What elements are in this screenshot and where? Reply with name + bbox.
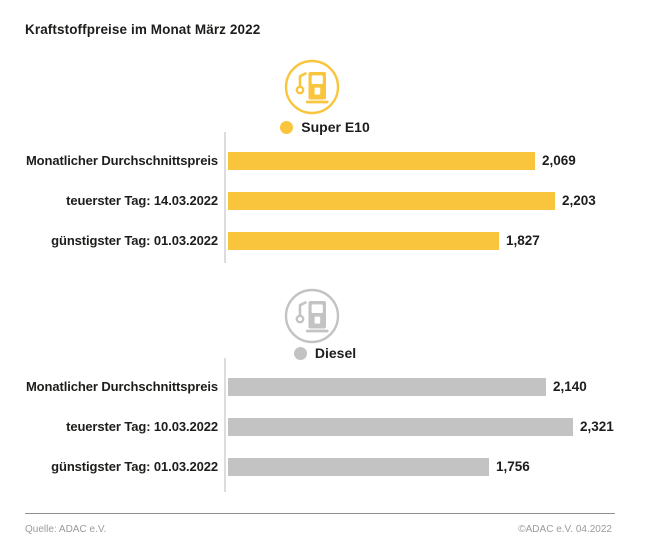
bar [228,378,546,396]
footer-copyright: ©ADAC e.V. 04.2022 [518,524,612,535]
category-label: günstigster Tag: 01.03.2022 [51,233,218,248]
category-label: Monatlicher Durchschnittspreis [25,379,218,394]
footer-divider [25,513,615,514]
fuel-pump-icon [284,288,340,344]
legend-label: Super E10 [301,119,370,135]
bar [228,192,555,210]
category-label: teuerster Tag: 10.03.2022 [66,419,218,434]
bar-row: Monatlicher Durchschnittspreis 2,069 [0,152,650,170]
category-label: Monatlicher Durchschnittspreis [25,153,218,168]
bar-rows: Monatlicher Durchschnittspreis 2,069 teuer… [0,152,650,272]
category-label: günstigster Tag: 01.03.2022 [51,459,218,474]
bar-rows: Monatlicher Durchschnittspreis 2,140 teuer… [0,378,650,498]
axis-line [224,358,226,492]
legend-diesel: Diesel [0,345,650,361]
bar-value: 2,140 [553,379,587,394]
legend-dot [280,120,294,134]
bar [228,458,489,476]
axis-line [224,132,226,263]
page-title: Kraftstoffpreise im Monat März 2022 [25,22,261,37]
footer-source: Quelle: ADAC e.V. [25,524,107,535]
legend-label: Diesel [314,345,357,361]
bar-row: teuerster Tag: 10.03.2022 2,321 [0,418,650,436]
bar [228,152,535,170]
legend-super-e10: Super E10 [0,119,650,135]
bar-value: 2,203 [562,193,596,208]
bar [228,418,573,436]
bar-value: 1,756 [496,459,530,474]
category-label: teuerster Tag: 14.03.2022 [66,193,218,208]
legend-dot [293,346,307,360]
bar-row: günstigster Tag: 01.03.2022 1,827 [0,232,650,250]
bar [228,232,499,250]
bar-value: 2,321 [580,419,614,434]
bar-value: 2,069 [542,153,576,168]
bar-row: günstigster Tag: 01.03.2022 1,756 [0,458,650,476]
bar-row: teuerster Tag: 14.03.2022 2,203 [0,192,650,210]
bar-row: Monatlicher Durchschnittspreis 2,140 [0,378,650,396]
fuel-pump-icon [284,59,340,115]
bar-value: 1,827 [506,233,540,248]
